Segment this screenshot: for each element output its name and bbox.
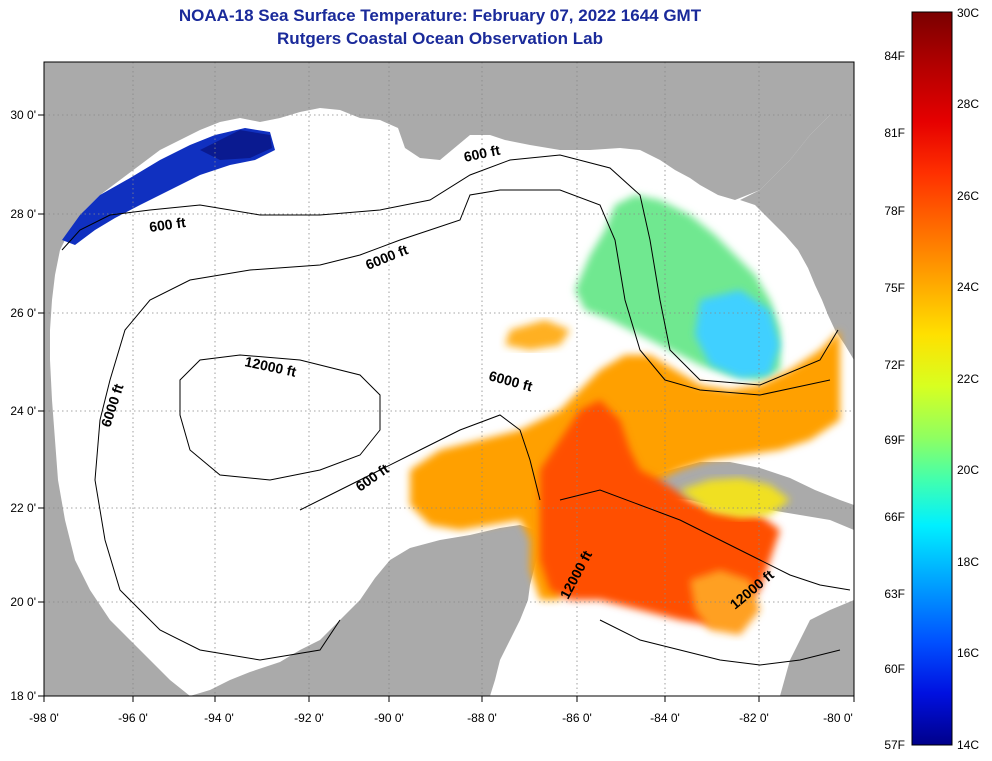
map-area <box>44 62 854 696</box>
longitude-labels: -98 0' -96 0' -94 0' -92 0' -90 0' -88 0… <box>29 711 853 725</box>
colorbar-fahrenheit-labels: 84F 81F 78F 75F 72F 69F 66F 63F 60F 57F <box>884 49 905 752</box>
colorbar-f-label: 84F <box>884 49 905 63</box>
lon-label: -90 0' <box>374 711 404 725</box>
lat-label: 20 0' <box>10 595 36 609</box>
contour-600ft-south <box>299 414 541 511</box>
colorbar <box>911 11 953 746</box>
contour-12000ft-carib <box>599 619 841 666</box>
colorbar-f-label: 81F <box>884 126 905 140</box>
map-frame <box>43 61 855 697</box>
lat-label: 18 0' <box>10 689 36 703</box>
graticule <box>44 62 854 696</box>
colorbar-f-label: 57F <box>884 738 905 752</box>
lat-label: 30 0' <box>10 108 36 122</box>
contour-12000ft <box>179 354 381 481</box>
contour-6000ft <box>99 189 831 421</box>
sst-cold-shelf-dark <box>200 130 272 160</box>
contour-label: 600 ft <box>462 142 501 165</box>
colorbar-f-label: 60F <box>884 662 905 676</box>
land-us-gulf-coast <box>44 62 830 696</box>
lon-label: -94 0' <box>204 711 234 725</box>
lon-label: -86 0' <box>562 711 592 725</box>
colorbar-f-label: 63F <box>884 587 905 601</box>
colorbar-c-label: 26C <box>957 189 979 203</box>
colorbar-c-label: 22C <box>957 372 979 386</box>
colorbar-c-label: 14C <box>957 738 979 752</box>
lon-label: -98 0' <box>29 711 59 725</box>
map-title: NOAA-18 Sea Surface Temperature: Februar… <box>178 6 702 25</box>
colorbar-f-label: 75F <box>884 281 905 295</box>
lat-label: 24 0' <box>10 404 36 418</box>
sst-yellow-gulf <box>680 478 790 518</box>
colorbar-c-label: 30C <box>957 6 979 20</box>
land-mexico <box>190 525 540 696</box>
land-central-america <box>780 600 854 696</box>
latitude-labels: 30 0' 28 0' 26 0' 24 0' 22 0' 20 0' 18 0… <box>10 108 36 703</box>
lon-label: -92 0' <box>294 711 324 725</box>
land-florida <box>740 62 854 360</box>
colorbar-c-label: 16C <box>957 646 979 660</box>
lon-label: -80 0' <box>823 711 853 725</box>
colorbar-f-label: 72F <box>884 358 905 372</box>
colorbar-c-label: 20C <box>957 463 979 477</box>
colorbar-c-label: 18C <box>957 555 979 569</box>
colorbar-f-label: 69F <box>884 433 905 447</box>
colorbar-f-label: 78F <box>884 204 905 218</box>
lon-label: -88 0' <box>467 711 497 725</box>
sst-orange-bay <box>690 570 760 635</box>
sst-orange-west <box>505 320 570 350</box>
lat-label: 28 0' <box>10 207 36 221</box>
lon-label: -96 0' <box>118 711 148 725</box>
colorbar-c-label: 24C <box>957 280 979 294</box>
lon-label: -82 0' <box>739 711 769 725</box>
contour-12000ft-east <box>559 489 851 591</box>
lat-label: 22 0' <box>10 501 36 515</box>
axis-ticks <box>38 114 855 702</box>
bathymetry-contours <box>61 154 851 666</box>
colorbar-f-label: 66F <box>884 510 905 524</box>
colorbar-c-label: 28C <box>957 97 979 111</box>
contour-600ft <box>61 154 839 386</box>
lon-label: -84 0' <box>650 711 680 725</box>
map-subtitle: Rutgers Coastal Ocean Observation Lab <box>277 29 603 48</box>
lat-label: 26 0' <box>10 306 36 320</box>
colorbar-celsius-labels: 30C 28C 26C 24C 22C 20C 18C 16C 14C <box>957 6 979 752</box>
contour-label: 600 ft <box>148 214 187 235</box>
contour-6000ft-south <box>94 419 341 661</box>
